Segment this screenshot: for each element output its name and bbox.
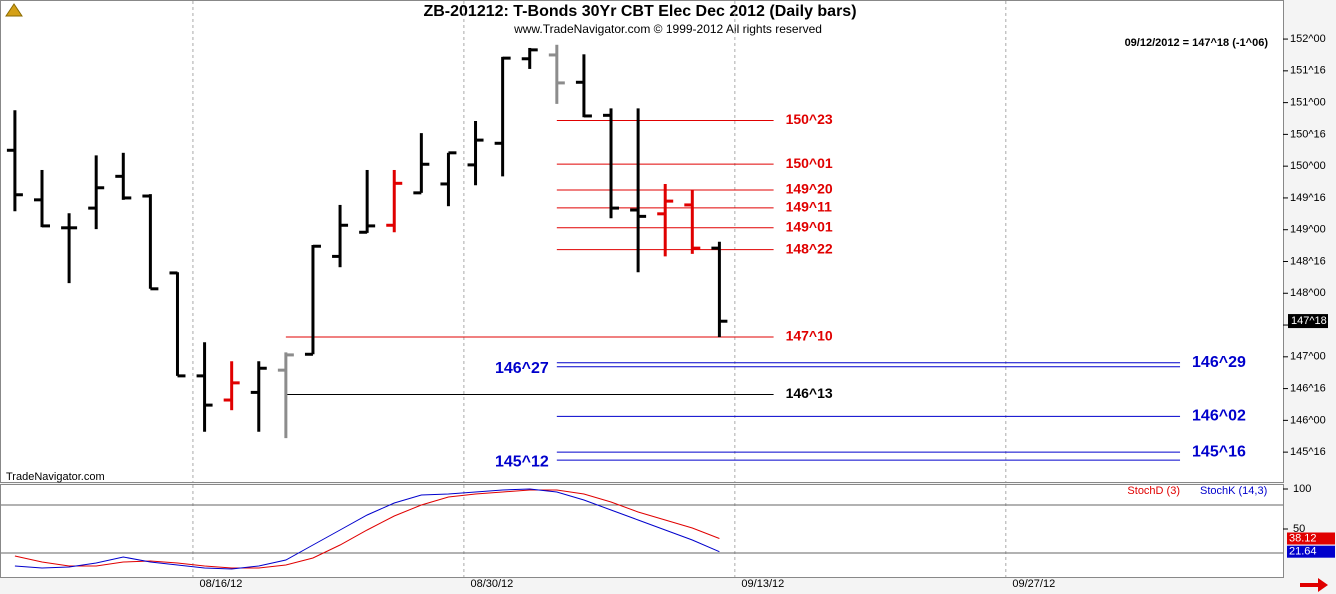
legend-entry: StochD (3) [1127,485,1180,497]
app-logo [5,3,23,17]
y-tick-label: 148^16 [1290,255,1326,267]
y-tick-label: 149^00 [1290,224,1326,236]
x-tick-label: 09/13/12 [741,578,784,590]
y-tick-label: 145^16 [1290,446,1326,458]
y-tick-label: 100 [1293,483,1311,495]
last-value-box [1287,545,1335,558]
last-value-box [1287,532,1335,545]
y-tick-label: 148^00 [1290,287,1326,299]
last-price-label: 147^18 [1291,315,1327,327]
y-tick-label: 150^00 [1290,160,1326,172]
y-tick-label: 50 [1293,523,1305,535]
y-tick-label: 151^16 [1290,65,1326,77]
y-tick-label: 150^16 [1290,128,1326,140]
price-panel [0,0,1284,483]
y-tick-label: 147^00 [1290,351,1326,363]
level-label: 146^29 [1192,354,1246,371]
watermark: TradeNavigator.com [6,471,105,483]
y-tick-label: 149^16 [1290,192,1326,204]
y-tick-label: 146^00 [1290,414,1326,426]
level-label: 150^23 [786,111,833,127]
last-info: 09/12/2012 = 147^18 (-1^06) [1125,37,1269,49]
last-value-label: 21.64 [1289,546,1317,558]
x-tick-label: 08/16/12 [200,578,243,590]
level-label: 149^20 [786,181,833,197]
series-line [14,488,720,570]
level-label: 145^12 [495,453,549,470]
level-label: 149^11 [786,199,833,215]
level-label: 146^13 [786,385,833,401]
stoch-panel [0,484,1284,578]
x-tick-label: 09/27/12 [1012,578,1055,590]
level-label: 146^02 [1192,408,1246,425]
level-label: 148^22 [786,240,833,256]
level-label: 147^10 [786,328,833,344]
level-label: 149^01 [786,218,833,234]
series-line [14,489,720,569]
y-tick-label: 151^00 [1290,97,1326,109]
legend-entry: StochK (14,3) [1200,485,1267,497]
chart-title: ZB-201212: T-Bonds 30Yr CBT Elec Dec 201… [423,3,856,20]
last-value-label: 38.12 [1289,532,1317,544]
y-tick-label: 152^00 [1290,33,1326,45]
chart-subtitle: www.TradeNavigator.com © 1999-2012 All r… [513,22,822,36]
level-label: 146^27 [495,360,549,377]
y-tick-label: 146^16 [1290,382,1326,394]
scroll-arrow[interactable] [1300,578,1328,592]
x-tick-label: 08/30/12 [470,578,513,590]
level-label: 145^16 [1192,443,1246,460]
level-label: 150^01 [786,155,833,171]
last-price-box [1288,314,1328,329]
